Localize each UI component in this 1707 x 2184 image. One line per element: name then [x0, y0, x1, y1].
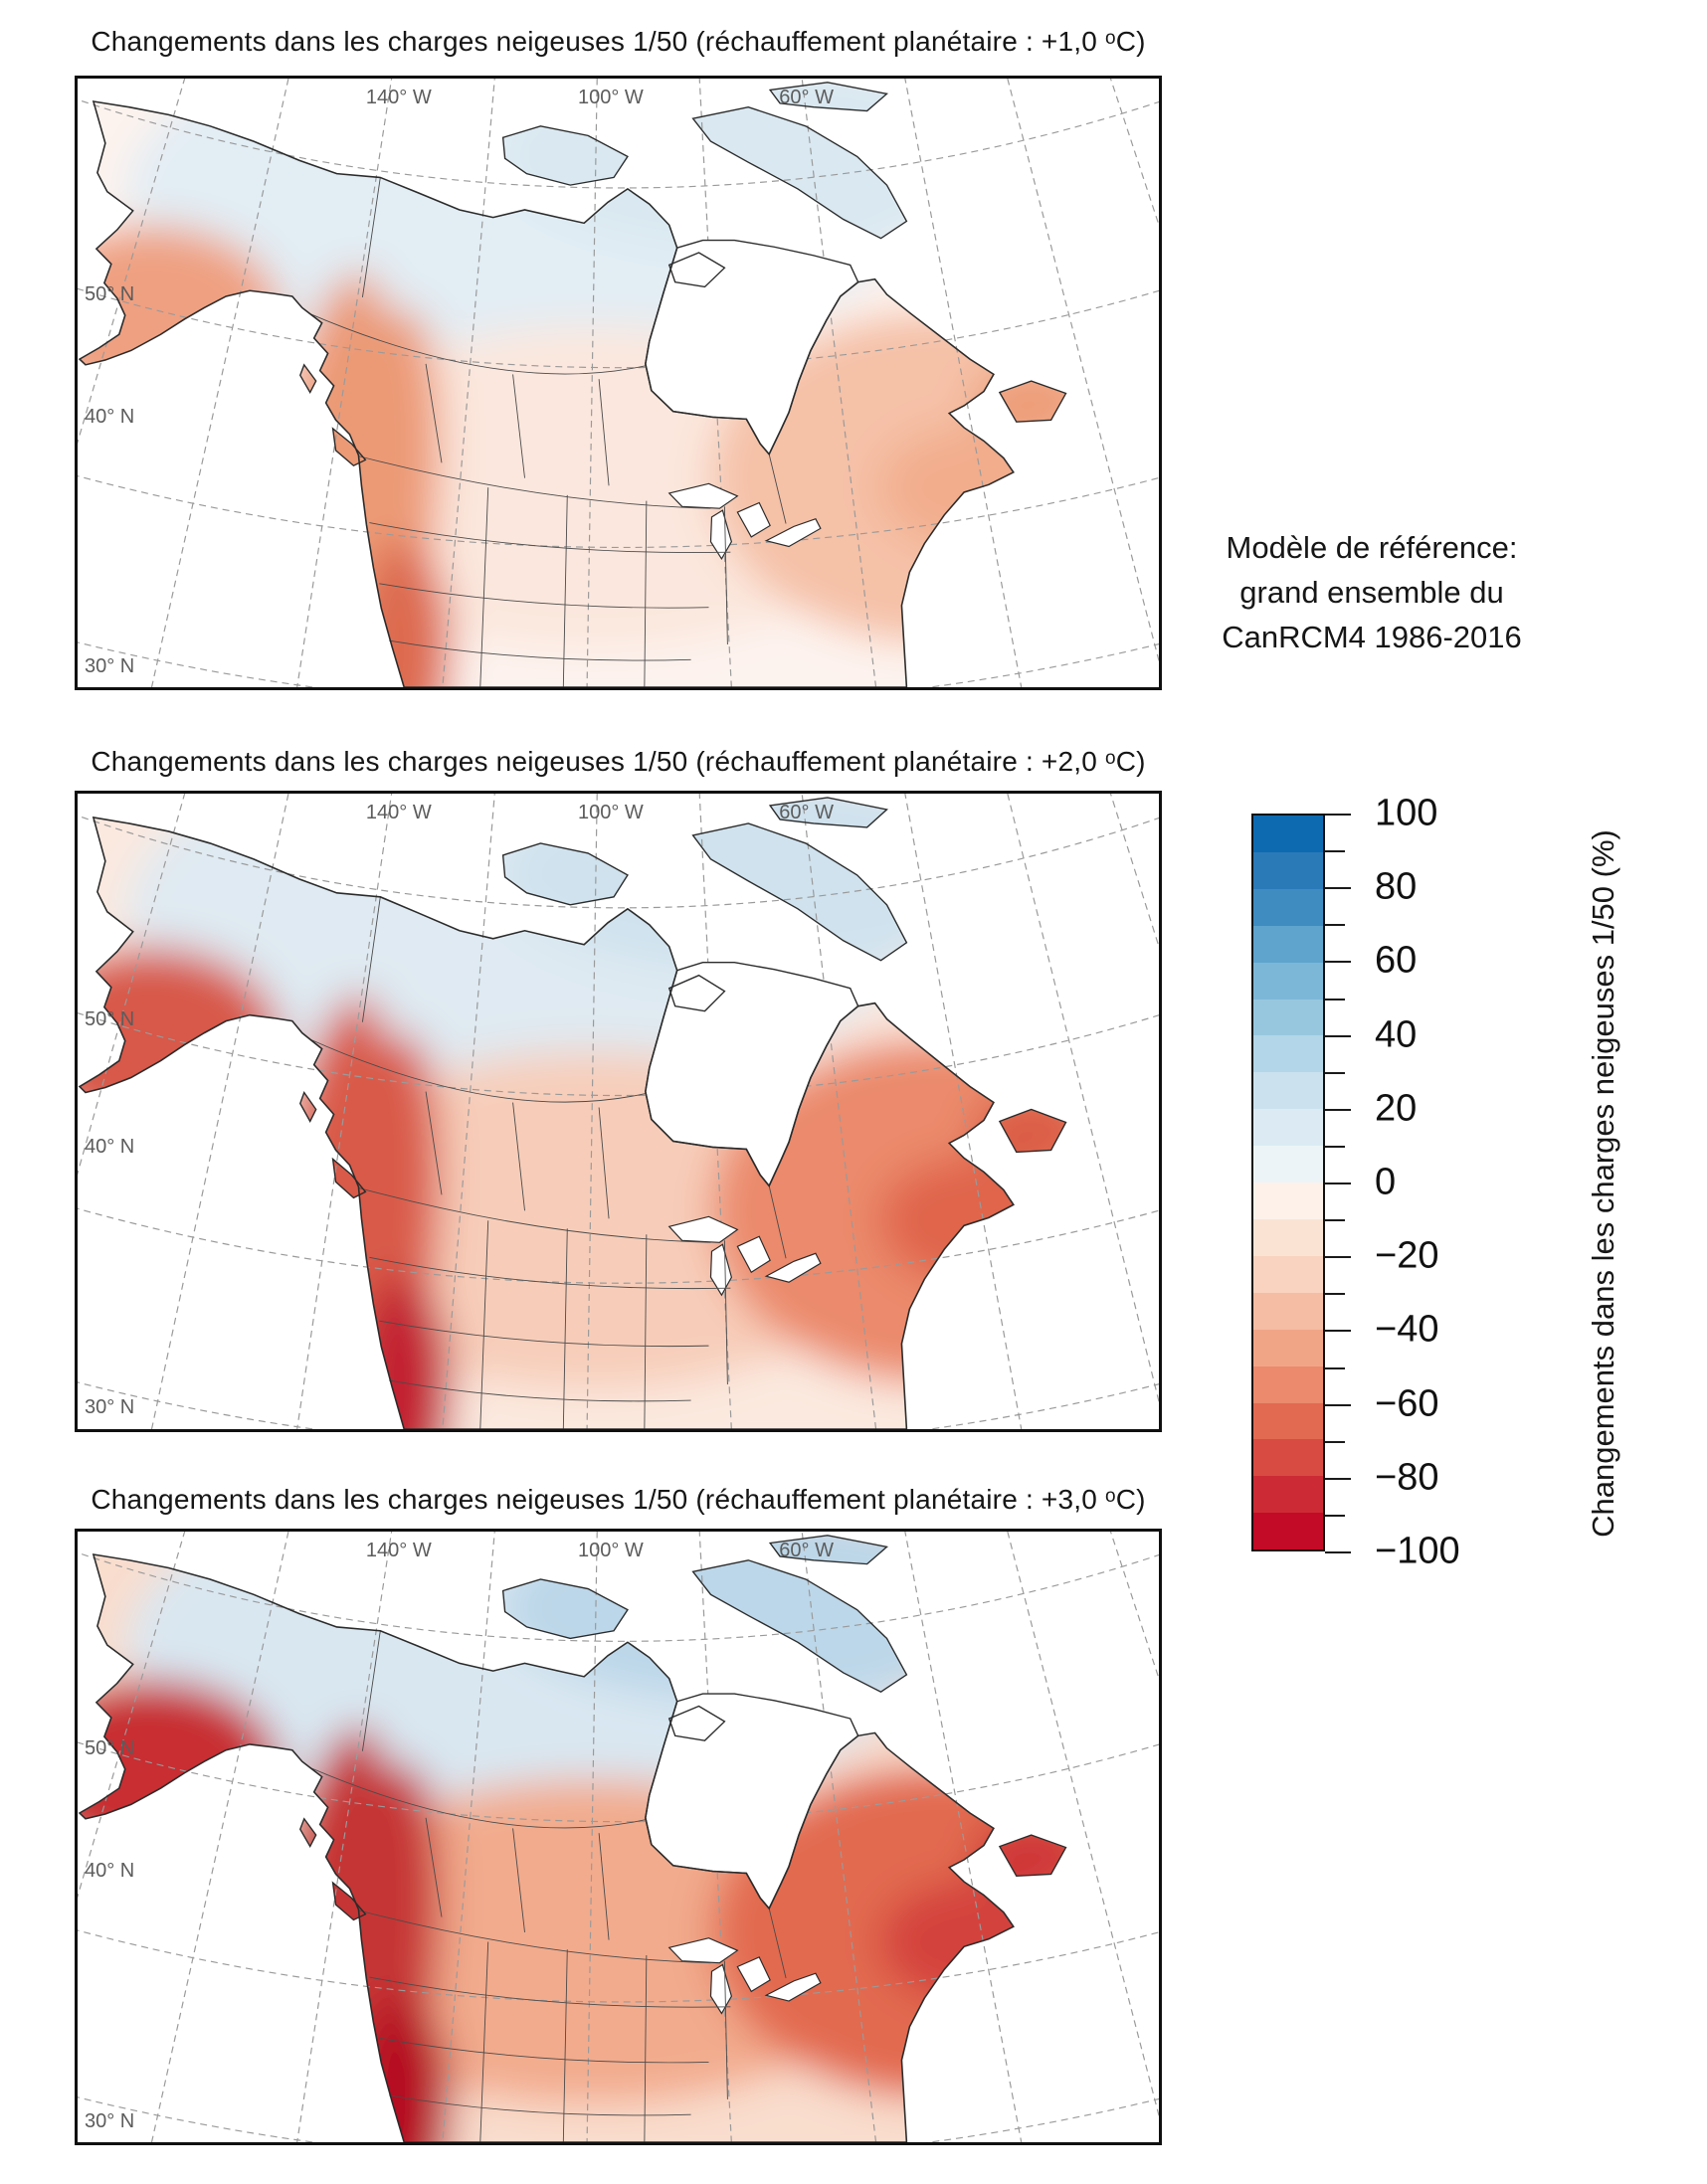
colorbar-segment [1253, 1109, 1323, 1147]
colorbar-tick-label: 100 [1375, 792, 1438, 834]
colorbar-segment [1253, 851, 1323, 889]
colorbar-segment [1253, 1513, 1323, 1550]
lat-label-50n: 50° N [85, 1008, 135, 1031]
colorbar-tick [1325, 1551, 1351, 1553]
colorbar-segment [1253, 1183, 1323, 1219]
panel-2-title: Changements dans les charges neigeuses 1… [91, 746, 1146, 777]
colorbar-segment [1253, 1072, 1323, 1110]
colorbar-gradient [1251, 814, 1325, 1551]
colorbar-tick [1325, 1071, 1345, 1074]
colorbar-ticks [1325, 814, 1351, 1553]
colorbar-tick-label: −100 [1375, 1530, 1460, 1572]
colorbar-tick-label: 80 [1375, 865, 1418, 908]
lat-label-30n: 30° N [85, 2109, 135, 2132]
lat-label-50n: 50° N [85, 1737, 135, 1760]
colorbar-axis-label: Changements dans les charges neigeuses 1… [1586, 829, 1620, 1538]
colorbar-tick [1325, 1477, 1351, 1480]
colorbar-tick [1325, 998, 1345, 1001]
colorbar-tick [1325, 1034, 1351, 1037]
colorbar-tick [1325, 1403, 1351, 1406]
colorbar-segment [1253, 1476, 1323, 1514]
colorbar-tick-label: −60 [1375, 1382, 1439, 1425]
note-line-1: Modèle de référence: [1226, 530, 1518, 565]
colorbar-tick [1325, 1514, 1345, 1517]
colorbar-tick [1325, 924, 1345, 927]
colorbar-tick [1325, 1256, 1351, 1259]
panel-3-map: 140° W 100° W 60° W 50° N 40° N 30° N [75, 1529, 1162, 2145]
lon-label-60w: 60° W [779, 802, 834, 823]
lon-label-100w: 100° W [577, 1540, 644, 1561]
panel-1-title: Changements dans les charges neigeuses 1… [91, 26, 1146, 57]
map-canvas [78, 79, 1159, 687]
colorbar-tick [1325, 887, 1351, 890]
lon-label-140w: 140° W [365, 802, 432, 823]
colorbar-segment [1253, 1365, 1323, 1403]
colorbar-tick [1325, 1293, 1345, 1296]
map-canvas [78, 794, 1159, 1429]
colorbar-tick-label: −40 [1375, 1308, 1439, 1351]
colorbar-segment [1253, 816, 1323, 852]
colorbar-segment [1253, 962, 1323, 1000]
colorbar-tick-label: 60 [1375, 939, 1418, 982]
lon-label-100w: 100° W [577, 87, 644, 108]
panel-2-map: 140° W 100° W 60° W 50° N 40° N 30° N [75, 791, 1162, 1432]
map-canvas [78, 1532, 1159, 2142]
colorbar-segment [1253, 1329, 1323, 1366]
colorbar-labels: 100 80 60 40 20 0 −20 −40 −60 −80 −100 [1375, 793, 1514, 1572]
colorbar-segment [1253, 1218, 1323, 1256]
colorbar-tick [1325, 1330, 1351, 1333]
colorbar-tick-label: −80 [1375, 1456, 1439, 1499]
reference-model-note: Modèle de référence: grand ensemble du C… [1222, 525, 1522, 659]
lat-label-40n: 40° N [85, 405, 135, 428]
colorbar-tick [1325, 1145, 1345, 1148]
colorbar-tick [1325, 961, 1351, 964]
note-line-2: grand ensemble du [1239, 575, 1504, 610]
colorbar-tick [1325, 850, 1345, 853]
colorbar-tick-label: 0 [1375, 1161, 1397, 1203]
lon-label-60w: 60° W [779, 1540, 834, 1561]
colorbar-segment [1253, 999, 1323, 1036]
colorbar-tick [1325, 814, 1351, 816]
lat-label-40n: 40° N [85, 1860, 135, 1883]
lat-label-30n: 30° N [85, 1396, 135, 1419]
colorbar-tick [1325, 1183, 1351, 1184]
colorbar-segment [1253, 888, 1323, 926]
colorbar-segment [1253, 1292, 1323, 1330]
colorbar-segment [1253, 1402, 1323, 1440]
panel-3-title: Changements dans les charges neigeuses 1… [91, 1484, 1146, 1515]
colorbar-segment [1253, 1146, 1323, 1183]
colorbar-segment [1253, 925, 1323, 963]
lon-label-140w: 140° W [365, 87, 432, 108]
colorbar-tick [1325, 1440, 1345, 1443]
panel-1-map: 140° W 100° W 60° W 50° N 40° N 30° N [75, 76, 1162, 690]
lat-label-30n: 30° N [85, 654, 135, 677]
lat-label-50n: 50° N [85, 283, 135, 306]
lon-label-140w: 140° W [365, 1540, 432, 1561]
colorbar-tick [1325, 1219, 1345, 1222]
colorbar-tick [1325, 1108, 1351, 1111]
colorbar-segment [1253, 1439, 1323, 1477]
colorbar-segment [1253, 1255, 1323, 1293]
colorbar-tick-label: 40 [1375, 1013, 1418, 1056]
colorbar-segment [1253, 1035, 1323, 1073]
lon-label-60w: 60° W [779, 87, 834, 108]
colorbar-tick-label: −20 [1375, 1234, 1439, 1277]
note-line-3: CanRCM4 1986-2016 [1222, 620, 1522, 654]
lon-label-100w: 100° W [577, 802, 644, 823]
colorbar-tick-label: 20 [1375, 1087, 1418, 1130]
lat-label-40n: 40° N [85, 1136, 135, 1159]
colorbar-tick [1325, 1366, 1345, 1369]
